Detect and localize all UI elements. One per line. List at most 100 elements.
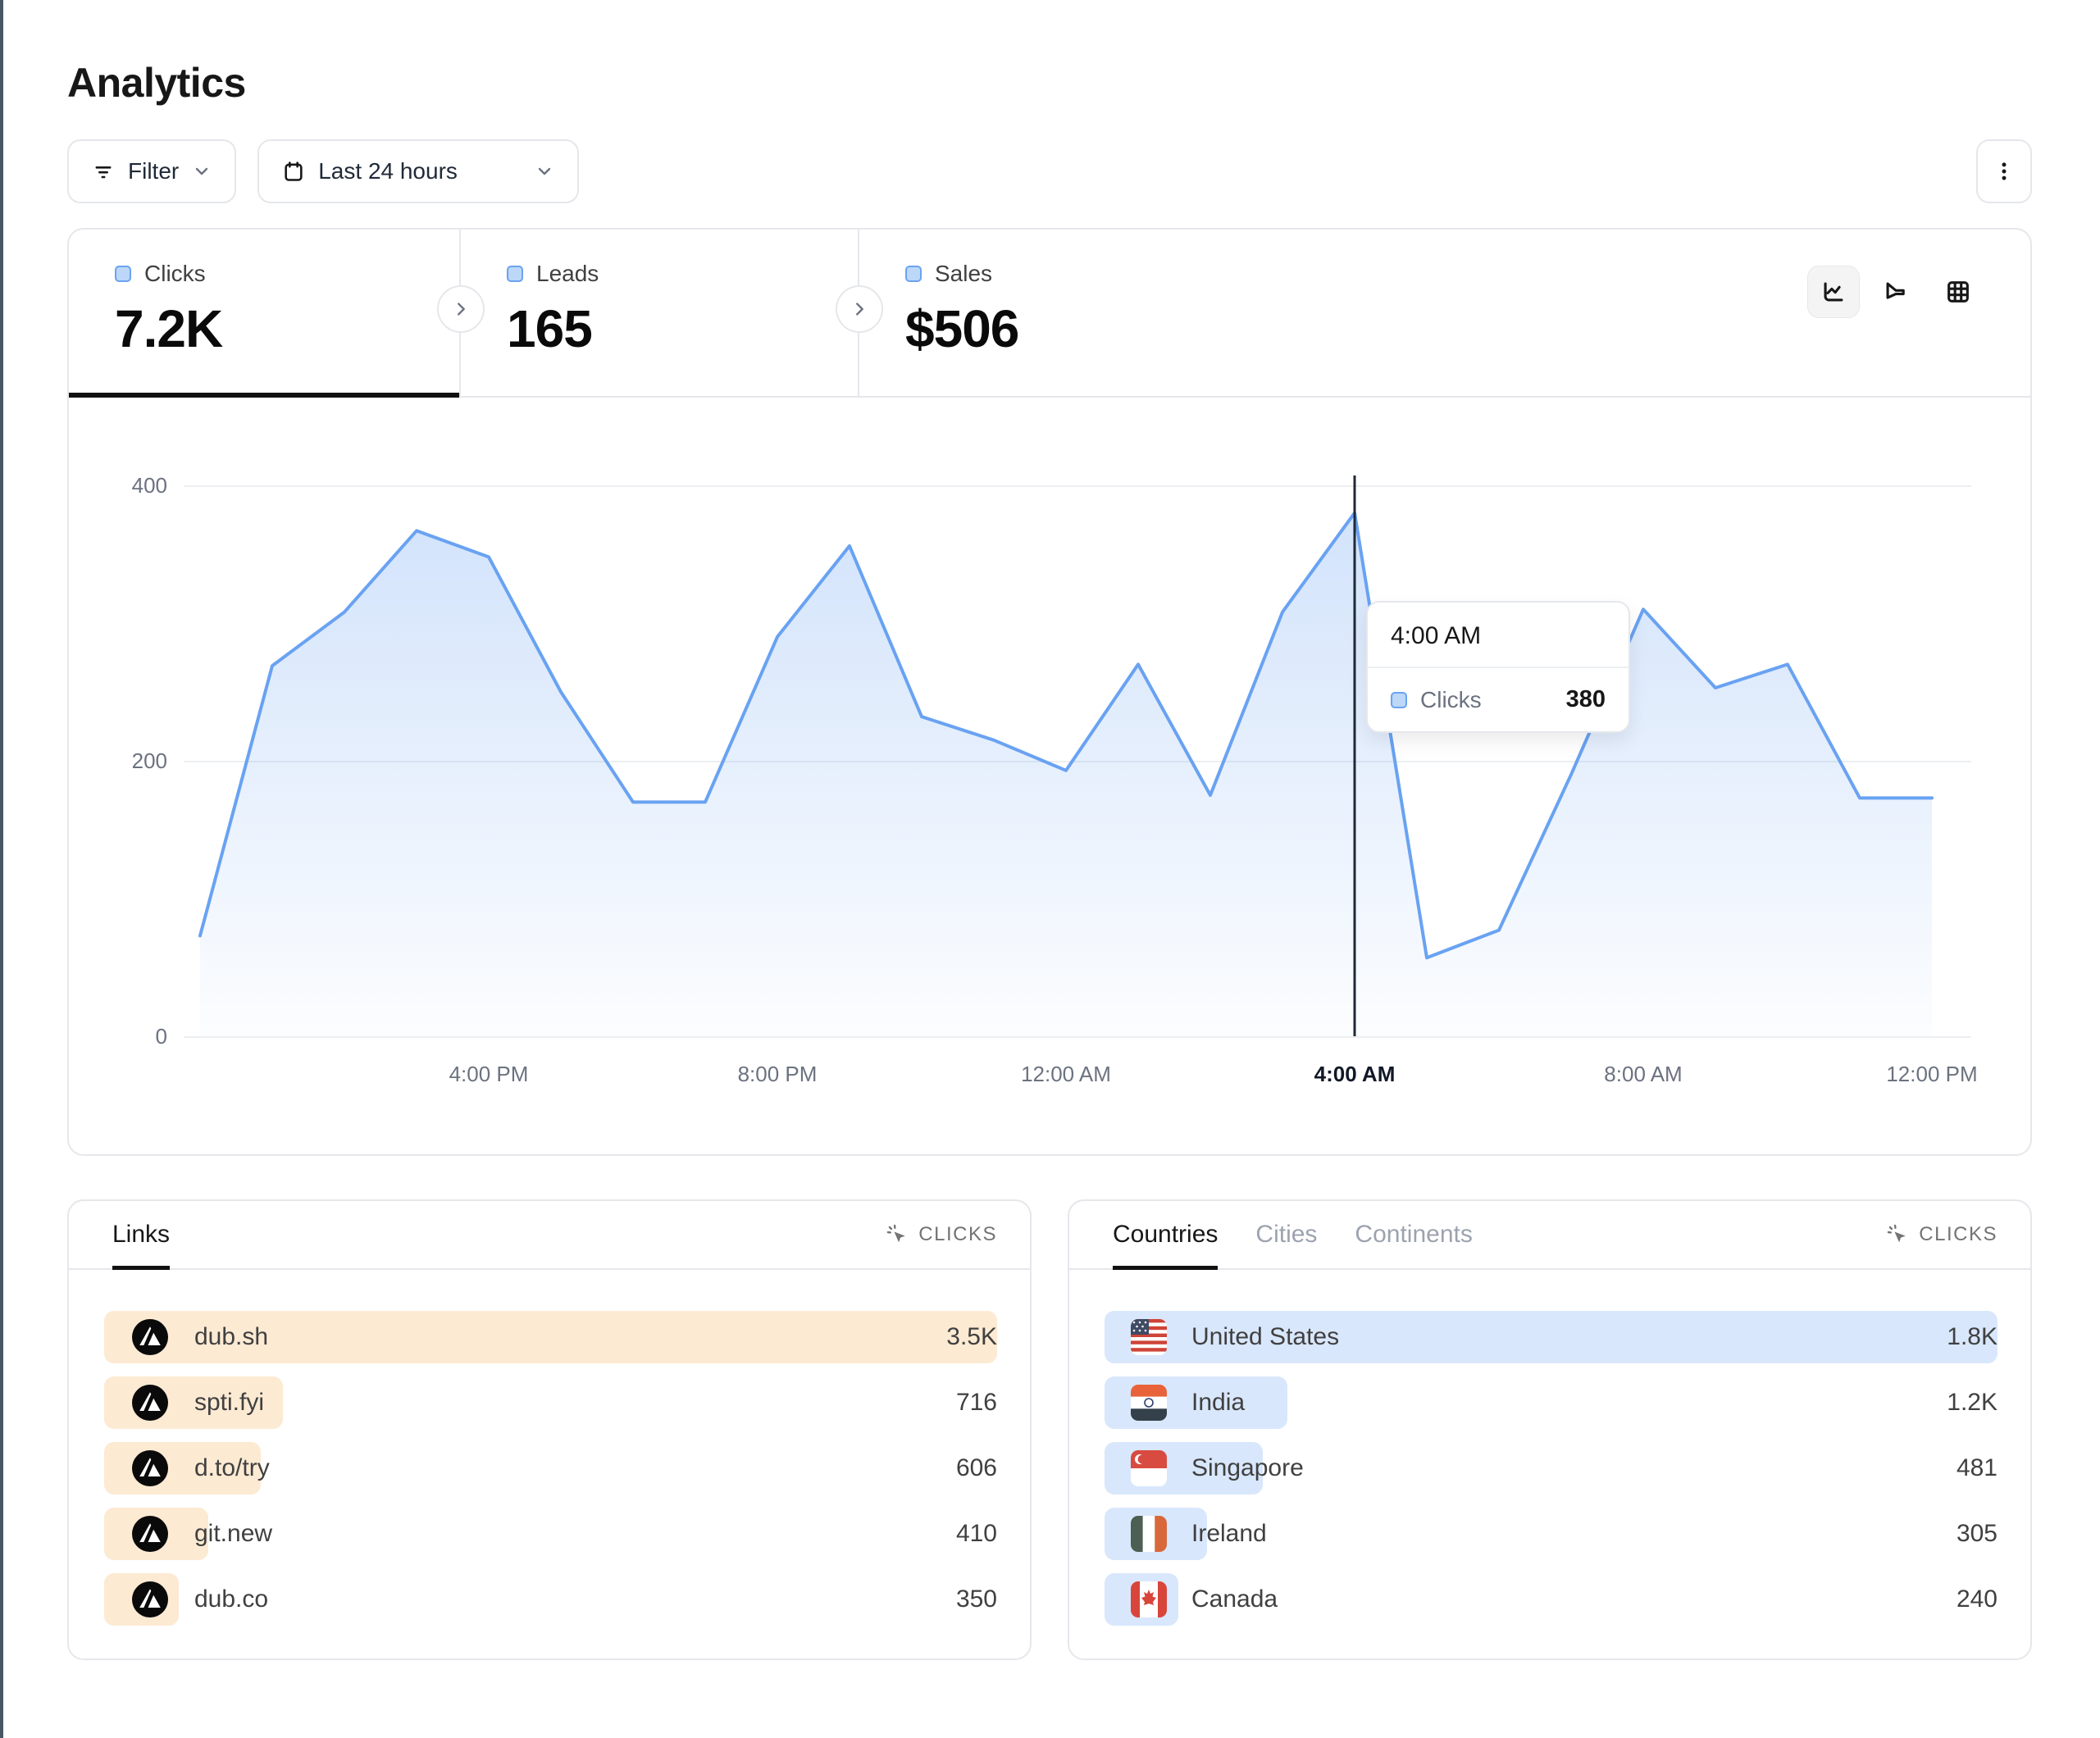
stat-label: Clicks [144, 261, 206, 286]
dub-logo-icon [132, 1319, 168, 1355]
calendar-icon [282, 160, 305, 183]
analytics-chart-card: Clicks 7.2K Leads 165 Sales $506 [67, 228, 2032, 1156]
link-label: git.new [194, 1520, 273, 1547]
link-row[interactable]: git.new 410 [104, 1508, 997, 1560]
table-grid-icon [1947, 281, 1969, 303]
leads-value: 165 [507, 299, 593, 358]
tab-countries[interactable]: Countries [1113, 1201, 1219, 1270]
tab-clicks[interactable]: Clicks 7.2K [69, 230, 461, 398]
y-axis-tick-label: 200 [131, 748, 167, 773]
dub-logo-icon [132, 1450, 168, 1486]
area-fill [200, 512, 1932, 1036]
date-range-button[interactable]: Last 24 hours [257, 139, 580, 203]
country-clicks-value: 1.2K [1947, 1389, 1998, 1416]
cursor-click-icon [1888, 1224, 1906, 1243]
country-label: India [1191, 1389, 1246, 1416]
link-row[interactable]: dub.sh 3.5K [104, 1311, 997, 1363]
tab-cities[interactable]: Cities [1255, 1221, 1318, 1248]
countries-rows: United States 1.8K India 1.2K [1069, 1270, 2030, 1626]
country-label: Ireland [1191, 1520, 1267, 1547]
country-row[interactable]: United States 1.8K [1105, 1311, 1998, 1363]
analytics-page: Analytics Filter Last 24 hours [67, 0, 2032, 1660]
clicks-value: 7.2K [115, 299, 223, 358]
chevron-right-icon [458, 303, 465, 316]
country-clicks-value: 1.8K [1947, 1323, 1998, 1350]
clicks-area-chart[interactable]: 400 200 0 4:00 PM 8:00 PM 12:00 AM 4:00 AM 8… [69, 398, 2034, 1158]
link-clicks-value: 350 [955, 1586, 997, 1613]
funnel-icon [1886, 282, 1905, 299]
links-rows: dub.sh 3.5K spti.fyi 716 [69, 1270, 1030, 1626]
countries-metric-label: CLICKS [1919, 1223, 1998, 1245]
clicks-legend-swatch [115, 266, 131, 282]
table-view-button[interactable] [1932, 266, 1984, 318]
countries-metric-selector[interactable]: CLICKS [1886, 1201, 1998, 1268]
y-axis-tick-label: 400 [131, 473, 167, 498]
country-clicks-value: 305 [1956, 1520, 1998, 1547]
sales-legend-swatch [905, 266, 922, 282]
page-left-accent-strip [0, 0, 3, 1738]
expand-clicks-chevron-button[interactable] [437, 285, 485, 333]
kebab-menu-icon [1993, 160, 2016, 183]
links-panel: Links CLICKS dub.sh 3.5K [67, 1199, 1032, 1660]
chart-view-switcher [1807, 266, 1984, 318]
tooltip-value: 380 [1565, 686, 1606, 712]
dub-logo-icon [132, 1581, 168, 1617]
links-metric-label: CLICKS [918, 1223, 997, 1245]
countries-panel: Countries Cities Continents CLICKS Unite… [1068, 1199, 2032, 1660]
dub-logo-icon [132, 1385, 168, 1421]
x-axis-tick-label: 4:00 AM [1314, 1062, 1396, 1086]
more-options-button[interactable] [1976, 139, 2032, 203]
link-clicks-value: 410 [955, 1520, 997, 1547]
canada-flag-icon [1131, 1581, 1167, 1617]
country-row[interactable]: Canada 240 [1105, 1573, 1998, 1626]
chart-tooltip: 4:00 AM Clicks 380 [1366, 601, 1630, 733]
filter-button[interactable]: Filter [67, 139, 237, 203]
breakdown-panels: Links CLICKS dub.sh 3.5K [67, 1199, 2032, 1660]
links-panel-header: Links CLICKS [69, 1201, 1030, 1270]
date-range-label: Last 24 hours [318, 158, 458, 184]
links-metric-selector[interactable]: CLICKS [886, 1201, 997, 1268]
funnel-view-button[interactable] [1870, 266, 1922, 318]
tab-links[interactable]: Links [112, 1201, 171, 1270]
expand-leads-chevron-button[interactable] [836, 285, 883, 333]
link-row[interactable]: spti.fyi 716 [104, 1376, 997, 1429]
tooltip-time: 4:00 AM [1368, 603, 1629, 668]
countries-panel-header: Countries Cities Continents CLICKS [1069, 1201, 2030, 1270]
tab-continents[interactable]: Continents [1355, 1221, 1473, 1248]
tab-leads[interactable]: Leads 165 [461, 230, 859, 396]
us-flag-icon [1131, 1319, 1167, 1355]
country-label: Canada [1191, 1586, 1278, 1613]
link-label: d.to/try [194, 1454, 270, 1481]
dub-logo-icon [132, 1516, 168, 1552]
filter-icon [92, 160, 115, 183]
country-label: United States [1191, 1323, 1340, 1350]
x-axis-tick-label: 12:00 PM [1886, 1062, 1978, 1086]
stats-tab-row: Clicks 7.2K Leads 165 Sales $506 [69, 230, 2030, 398]
stat-label: Leads [536, 261, 599, 286]
link-row[interactable]: d.to/try 606 [104, 1442, 997, 1495]
link-bar [104, 1442, 261, 1495]
country-row[interactable]: Singapore 481 [1105, 1442, 1998, 1495]
country-bar [1105, 1311, 1998, 1363]
india-flag-icon [1131, 1385, 1167, 1421]
link-label: dub.co [194, 1586, 269, 1613]
cursor-click-icon [887, 1224, 906, 1243]
chevron-down-icon [192, 162, 212, 181]
link-row[interactable]: dub.co 350 [104, 1573, 997, 1626]
country-clicks-value: 481 [1956, 1454, 1998, 1481]
clicks-line [198, 511, 1934, 960]
line-chart-view-button[interactable] [1807, 266, 1860, 318]
country-row[interactable]: Ireland 305 [1105, 1508, 1998, 1560]
toolbar: Filter Last 24 hours [67, 139, 2032, 203]
ireland-flag-icon [1131, 1516, 1167, 1552]
clicks-series-svg [198, 475, 1934, 1036]
filter-button-label: Filter [128, 158, 180, 184]
country-row[interactable]: India 1.2K [1105, 1376, 1998, 1429]
sales-value: $506 [905, 299, 1019, 358]
gridline-0 [184, 1036, 1971, 1038]
tab-sales[interactable]: Sales $506 [859, 230, 1258, 396]
x-axis-tick-label: 8:00 PM [737, 1062, 818, 1086]
x-axis-tick-label: 12:00 AM [1021, 1062, 1111, 1086]
y-axis-tick-label: 0 [155, 1024, 167, 1049]
country-clicks-value: 240 [1956, 1586, 1998, 1613]
